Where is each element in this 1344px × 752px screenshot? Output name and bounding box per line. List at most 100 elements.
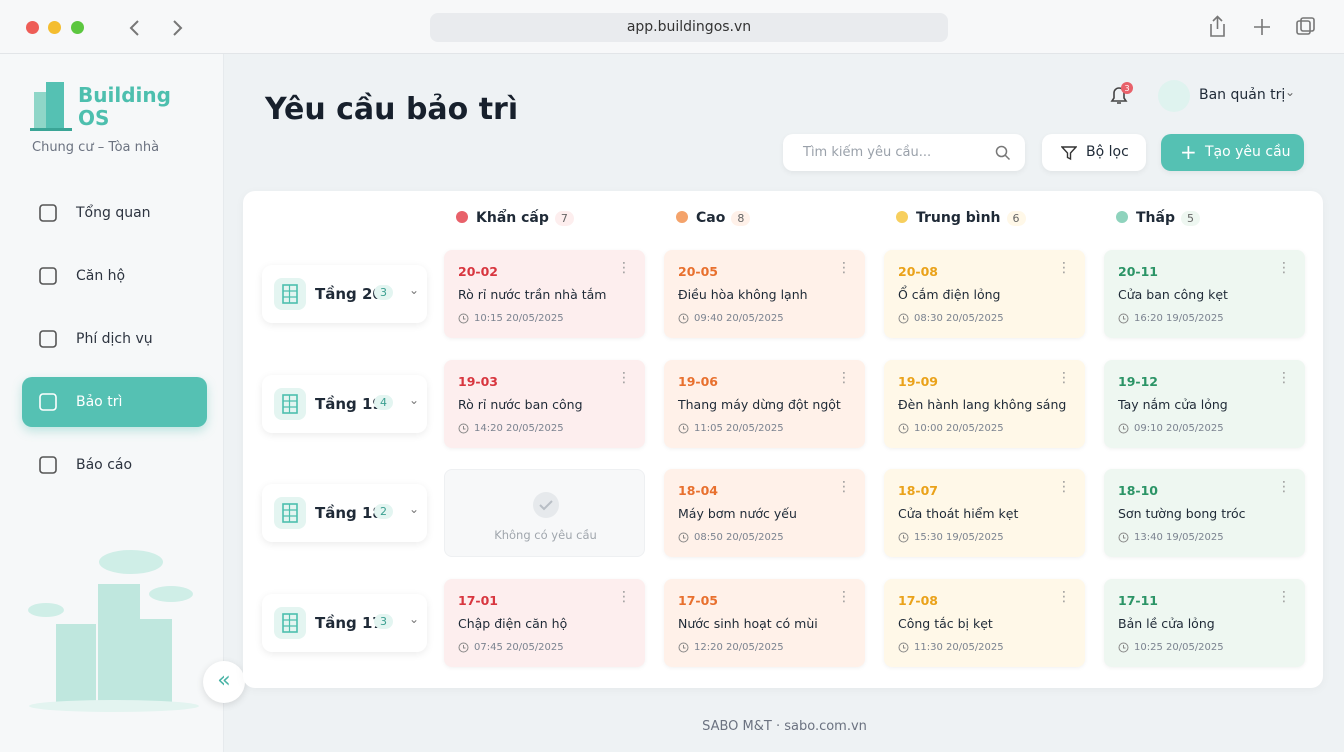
request-title: Tay nắm cửa lỏng	[1118, 396, 1228, 412]
nav-arrows[interactable]	[126, 18, 196, 38]
request-title: Cửa ban công kẹt	[1118, 287, 1228, 302]
request-time: 11:30 20/05/2025	[914, 642, 1004, 654]
request-title: Rò rỉ nước trần nhà tắm	[458, 287, 607, 302]
request-card[interactable]: ⋮ 20-08 Ổ cắm điện lỏng 08:30 20/05/2025	[884, 250, 1085, 338]
avatar[interactable]	[1158, 80, 1190, 112]
request-title: Công tắc bị kẹt	[898, 616, 993, 632]
request-card[interactable]: ⋮ 19-06 Thang máy dừng đột ngột 11:05 20/05…	[664, 359, 865, 448]
request-code: 20-02	[458, 264, 498, 279]
nav-item[interactable]: Phí dịch vụ	[22, 314, 207, 364]
request-code: 17-08	[898, 593, 938, 609]
search-placeholder: Tìm kiếm yêu cầu...	[803, 145, 932, 160]
column-count: 7	[554, 211, 574, 226]
browser-bar: app.buildingos.vn	[0, 0, 1344, 54]
request-card[interactable]: ⋮ 17-08 Công tắc bị kẹt 11:30 20/05/2025	[884, 579, 1085, 668]
main: Yêu cầu bảo trì 3 Ban quản trị ⌄ Tìm kiế…	[225, 54, 1344, 752]
request-card[interactable]: ⋮ 18-07 Cửa thoát hiểm kẹt 15:30 19/05/2025	[884, 469, 1085, 558]
request-time: 15:30 19/05/2025	[914, 532, 1004, 544]
column-name: Cao	[696, 210, 726, 226]
nav-item[interactable]: Báo cáo	[22, 440, 207, 490]
request-title: Thang máy dừng đột ngột	[678, 396, 841, 412]
url-bar[interactable]: app.buildingos.vn	[430, 13, 948, 42]
request-card[interactable]: ⋮ 18-10 Sơn tường bong tróc 13:40 19/05/202…	[1104, 469, 1305, 558]
floor-badge[interactable]: ⌄ Tầng 20 3	[262, 265, 427, 323]
column-count: 6	[1006, 211, 1026, 226]
nav-icon	[39, 330, 57, 348]
floor-badge[interactable]: ⌄ Tầng 18 2	[262, 484, 427, 543]
minimize[interactable]	[48, 21, 61, 34]
search-box[interactable]: Tìm kiếm yêu cầu...	[783, 134, 1025, 171]
sidebar: Building OS Chung cư – Tòa nhà « Tổng qu…	[0, 54, 245, 752]
request-card[interactable]: ⋮ 20-11 Cửa ban công kẹt 16:20 19/05/2025	[1104, 250, 1305, 338]
footer: SABO M&T · sabo.com.vn	[702, 719, 867, 734]
request-code: 19-12	[1118, 373, 1158, 389]
column-name: Thấp	[1136, 210, 1175, 226]
request-time: 08:30 20/05/2025	[914, 313, 1004, 324]
request-card[interactable]: ⋮ 20-05 Điều hòa không lạnh 09:40 20/05/202…	[664, 250, 865, 338]
nav-label: Tổng quan	[76, 205, 151, 221]
request-time: 16:20 19/05/2025	[1134, 313, 1224, 324]
request-time: 09:40 20/05/2025	[694, 313, 784, 324]
request-title: Rò rỉ nước ban công	[458, 396, 583, 412]
collapse-button[interactable]: «	[203, 661, 245, 703]
column-name: Khẩn cấp	[476, 210, 549, 226]
request-title: Điều hòa không lạnh	[678, 287, 808, 302]
user-name[interactable]: Ban quản trị	[1199, 87, 1286, 103]
empty-text: Không có yêu cầu	[494, 528, 597, 543]
request-code: 18-10	[1118, 483, 1158, 499]
floor-label: Tầng 17	[315, 614, 383, 633]
floor-badge[interactable]: ⌄ Tầng 17 3	[262, 594, 427, 653]
request-code: 19-06	[678, 373, 718, 389]
request-card[interactable]: ⋮ 19-09 Đèn hành lang không sáng 10:00 20/0…	[884, 359, 1085, 448]
zoom[interactable]	[71, 21, 84, 34]
nav-label: Báo cáo	[76, 457, 133, 473]
request-card[interactable]: ⋮ 17-05 Nước sinh hoạt có mùi 12:20 20/05/2…	[664, 579, 865, 668]
user-menu-caret[interactable]: ⌄	[1285, 85, 1296, 99]
request-card[interactable]: ⋮ 17-11 Bản lề cửa lỏng 10:25 20/05/2025	[1104, 579, 1305, 668]
create-button[interactable]: + Tạo yêu cầu	[1161, 134, 1304, 171]
filter-label: Bộ lọc	[1086, 144, 1129, 160]
request-time: 10:15 20/05/2025	[474, 313, 564, 324]
nav-icon	[39, 393, 57, 411]
notification-count: 3	[1124, 84, 1129, 93]
browser-actions[interactable]	[1205, 15, 1320, 39]
column-header: Thấp 5	[1116, 210, 1200, 226]
request-code: 17-05	[678, 593, 718, 609]
logo	[30, 82, 72, 131]
board: Khẩn cấp 7 Cao 8 Trung bình 6 Thấp 5 ⌄ Tầng 20 3 ⋮ 2…	[243, 191, 1323, 688]
notification-bell[interactable]: 3	[1107, 82, 1135, 110]
city-illustration	[28, 550, 199, 712]
tagline: Chung cư – Tòa nhà	[32, 140, 160, 155]
nav-item[interactable]: Tổng quan	[22, 188, 207, 238]
request-code: 17-01	[458, 593, 498, 609]
request-time: 07:45 20/05/2025	[474, 642, 564, 654]
request-title: Đèn hành lang không sáng	[898, 396, 1067, 412]
request-code: 19-03	[458, 373, 498, 389]
request-card[interactable]: ⋮ 18-04 Máy bơm nước yếu 08:50 20/05/2025	[664, 469, 865, 558]
column-header: Cao 8	[676, 210, 751, 226]
request-code: 20-11	[1118, 264, 1158, 279]
column-header: Khẩn cấp 7	[456, 210, 574, 226]
request-code: 18-07	[898, 483, 938, 499]
close[interactable]	[26, 21, 39, 34]
request-card[interactable]: ⋮ 19-03 Rò rỉ nước ban công 14:20 20/05/202…	[444, 359, 645, 448]
page-title: Yêu cầu bảo trì	[265, 92, 519, 127]
create-label: Tạo yêu cầu	[1205, 144, 1291, 160]
floor-badge[interactable]: ⌄ Tầng 19 4	[262, 374, 427, 433]
request-title: Nước sinh hoạt có mùi	[678, 616, 818, 632]
filter-button[interactable]: Bộ lọc	[1042, 134, 1146, 171]
request-card[interactable]: ⋮ 19-12 Tay nắm cửa lỏng 09:10 20/05/2025	[1104, 359, 1305, 448]
request-time: 11:05 20/05/2025	[694, 422, 784, 434]
empty-cell: Không có yêu cầu	[444, 469, 645, 558]
request-time: 12:20 20/05/2025	[694, 642, 784, 654]
request-time: 08:50 20/05/2025	[694, 532, 784, 544]
floor-count: 4	[374, 394, 393, 410]
request-card[interactable]: ⋮ 20-02 Rò rỉ nước trần nhà tắm 10:15 20/05…	[444, 250, 645, 338]
request-title: Ổ cắm điện lỏng	[898, 287, 1001, 302]
nav-item[interactable]: Bảo trì	[22, 377, 207, 427]
nav-item[interactable]: Căn hộ	[22, 251, 207, 301]
url: app.buildingos.vn	[626, 19, 752, 35]
floor-label: Tầng 20	[315, 285, 383, 303]
request-card[interactable]: ⋮ 17-01 Chập điện căn hộ 07:45 20/05/2025	[444, 579, 645, 668]
